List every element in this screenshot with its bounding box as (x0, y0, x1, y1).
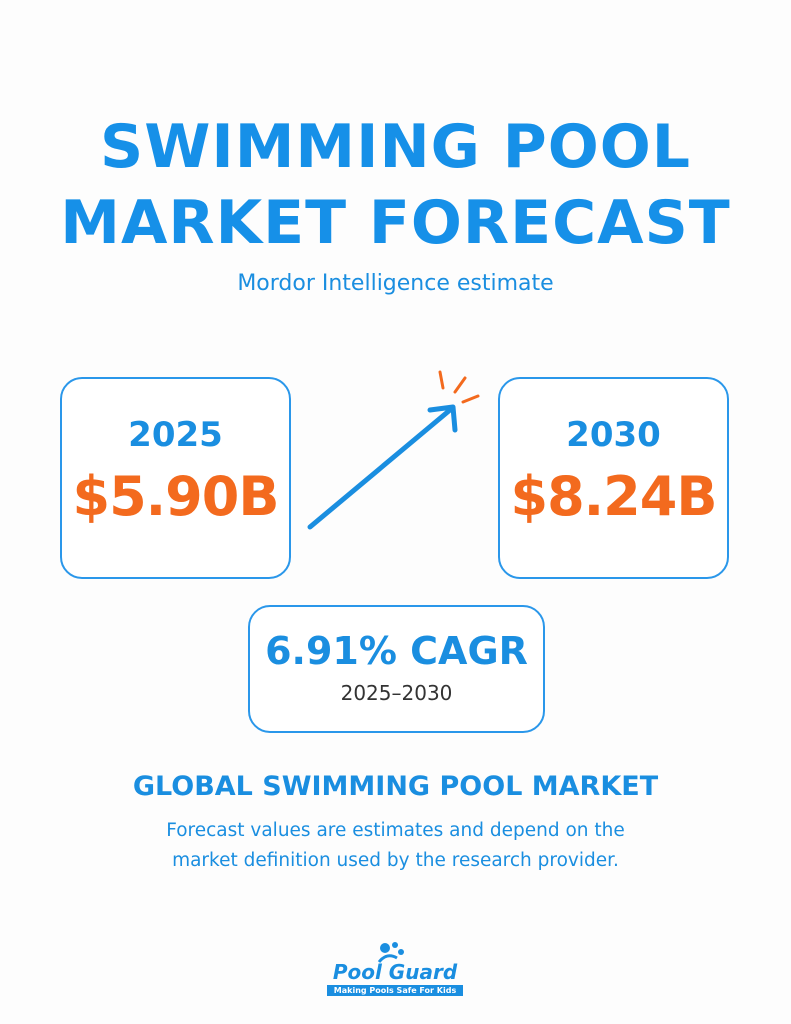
logo: Pool Guard Making Pools Safe For Kids (325, 940, 465, 1000)
card: 2030 $8.24B (498, 377, 729, 579)
cagr-card: 6.91% CAGR 2025–2030 (248, 605, 545, 733)
logo-icon (377, 942, 404, 963)
card: 2025 $5.90B (60, 377, 291, 579)
title-line: SWIMMING POOL (99, 112, 692, 182)
section-heading: GLOBAL SWIMMING POOL MARKET (132, 771, 659, 802)
card-year: 2030 (566, 415, 661, 455)
card-value: $8.24B (510, 465, 718, 528)
title-line: MARKET FORECAST (60, 188, 731, 258)
logo-tagline: Making Pools Safe For Kids (327, 985, 463, 996)
growth-arrow (307, 370, 480, 530)
subtitle: Mordor Intelligence estimate (237, 271, 554, 296)
card-year: 2025 (128, 415, 223, 455)
card-value: $5.90B (72, 465, 280, 528)
logo-name: Pool Guard (332, 960, 458, 984)
cagr-period: 2025–2030 (340, 681, 453, 705)
note-line: market definition used by the research p… (172, 850, 619, 871)
cagr-rate: 6.91% CAGR (265, 629, 528, 673)
note-line: Forecast values are estimates and depend… (166, 820, 625, 841)
